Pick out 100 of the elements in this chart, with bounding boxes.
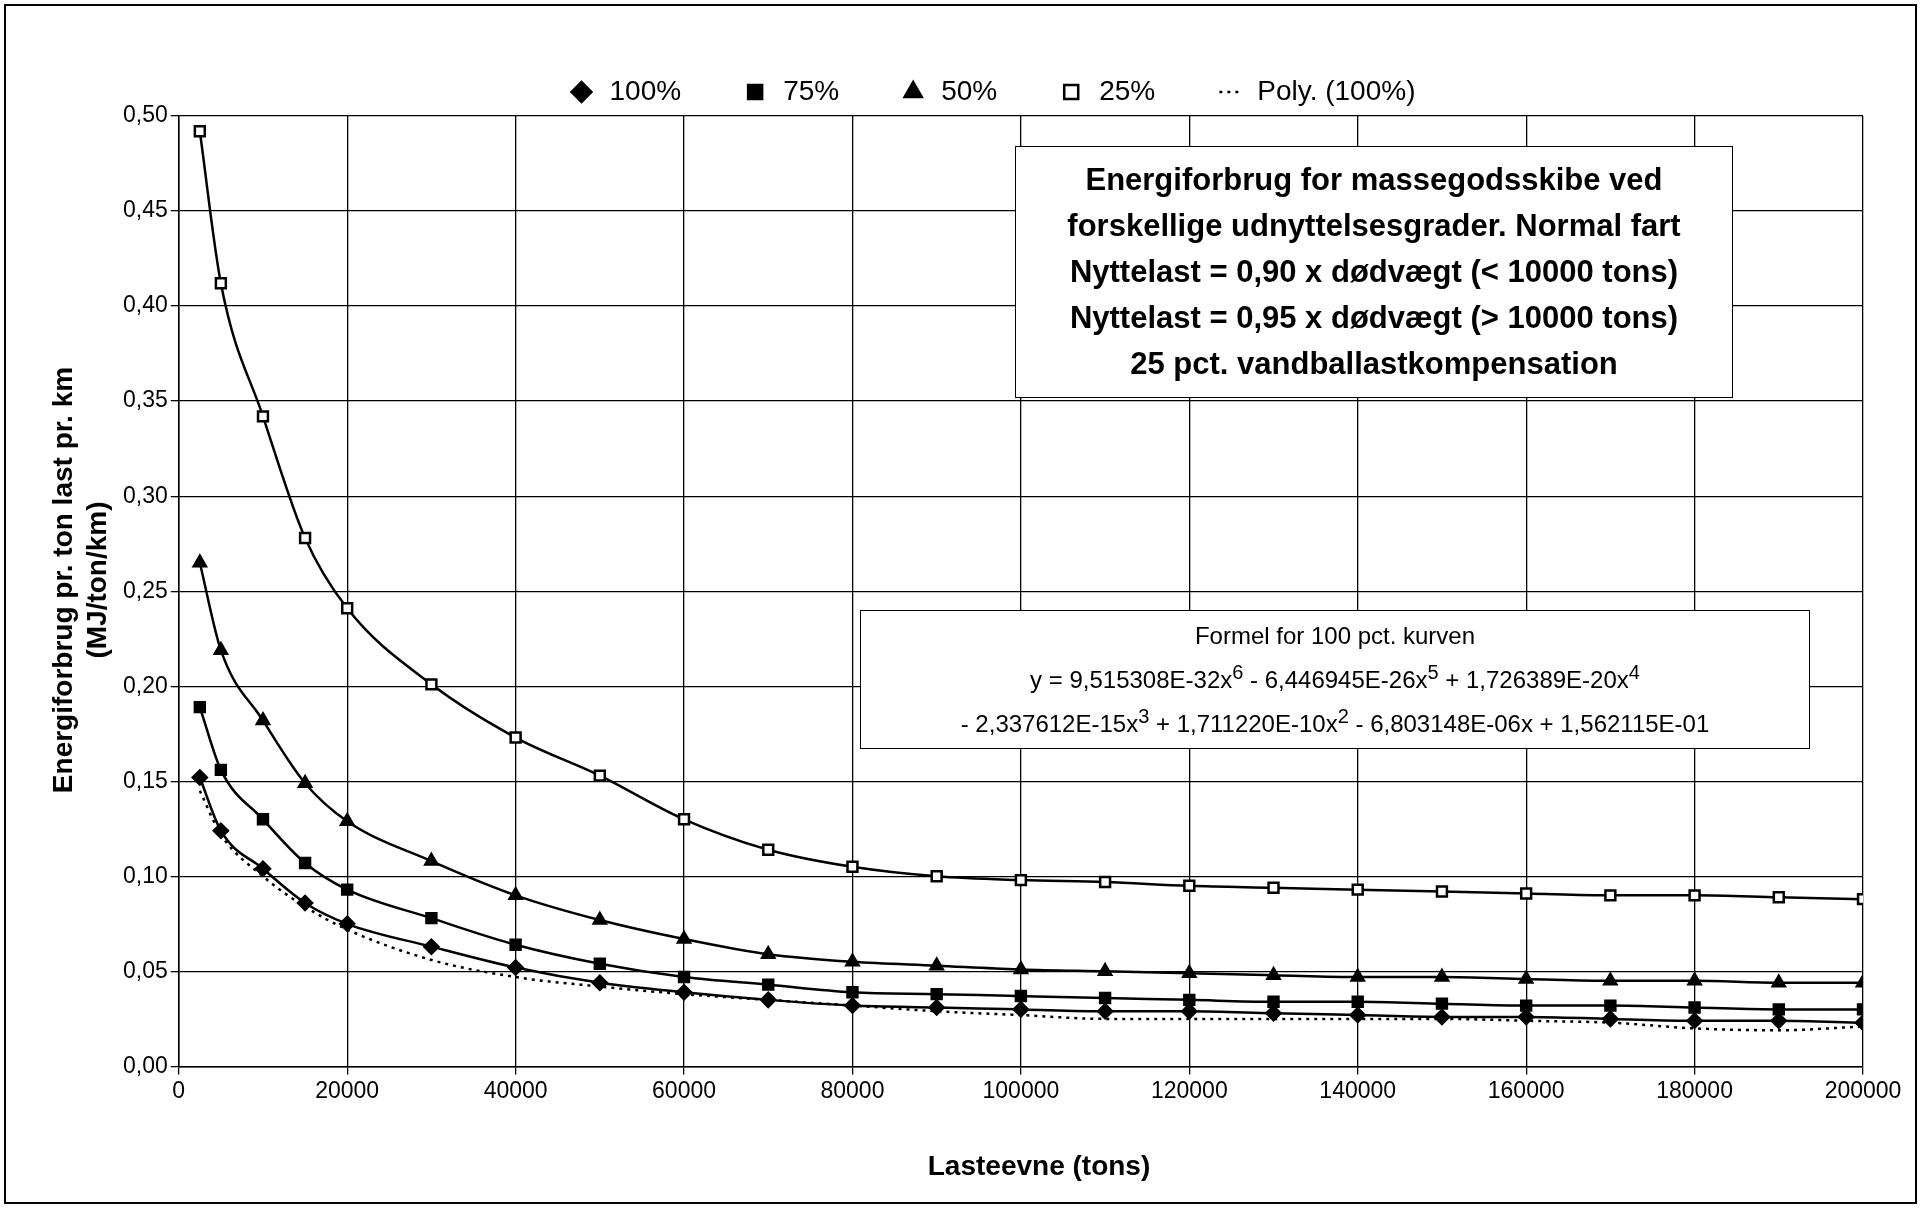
legend-label: 50% bbox=[941, 74, 998, 106]
legend-label: 75% bbox=[783, 74, 840, 106]
x-tick-label: 0 bbox=[172, 1076, 186, 1103]
x-tick-label: 120000 bbox=[1150, 1076, 1228, 1103]
point bbox=[593, 769, 607, 782]
x-tick-label: 200000 bbox=[1824, 1076, 1902, 1103]
point bbox=[1435, 885, 1449, 898]
point bbox=[1519, 887, 1533, 900]
point bbox=[1267, 881, 1280, 894]
x-tick-label: 20000 bbox=[315, 1076, 380, 1103]
point bbox=[762, 843, 775, 856]
point bbox=[1183, 993, 1196, 1007]
point bbox=[760, 946, 776, 959]
point bbox=[1604, 999, 1617, 1012]
point bbox=[846, 986, 859, 999]
point bbox=[1097, 963, 1113, 977]
x-tick-label: 40000 bbox=[483, 1076, 548, 1103]
point bbox=[1603, 972, 1618, 986]
point bbox=[297, 774, 313, 788]
point bbox=[1518, 970, 1534, 984]
point bbox=[1350, 968, 1366, 982]
point bbox=[592, 911, 608, 925]
point bbox=[1602, 1010, 1619, 1028]
point bbox=[1098, 875, 1112, 889]
point bbox=[193, 700, 207, 714]
point bbox=[214, 277, 228, 290]
point bbox=[1434, 968, 1450, 982]
point bbox=[1267, 995, 1280, 1008]
y-tick-label: 0,25 bbox=[123, 576, 168, 603]
point bbox=[1435, 997, 1449, 1010]
point bbox=[846, 860, 859, 874]
point bbox=[844, 997, 861, 1014]
x-tick-label: 160000 bbox=[1487, 1076, 1565, 1103]
point bbox=[193, 125, 207, 138]
y-tick-label: 0,10 bbox=[123, 861, 168, 888]
point bbox=[1014, 873, 1028, 887]
point bbox=[507, 959, 524, 976]
point bbox=[256, 410, 270, 423]
y-tick-label: 0,30 bbox=[123, 481, 168, 508]
point bbox=[1098, 991, 1112, 1005]
point bbox=[676, 930, 692, 944]
point bbox=[1519, 999, 1533, 1012]
point bbox=[1013, 961, 1029, 975]
x-tick-label: 100000 bbox=[982, 1076, 1060, 1103]
point bbox=[1096, 1003, 1114, 1020]
point bbox=[338, 915, 356, 933]
legend-label: Poly. (100%) bbox=[1257, 74, 1416, 106]
point bbox=[298, 531, 312, 545]
x-tick-label: 60000 bbox=[652, 1076, 717, 1103]
point bbox=[1433, 1008, 1451, 1026]
x-tick-label: 180000 bbox=[1656, 1076, 1733, 1103]
point bbox=[1604, 889, 1617, 902]
point bbox=[298, 856, 312, 870]
x-tick-label: 80000 bbox=[820, 1076, 885, 1103]
y-tick-label: 0,00 bbox=[123, 1051, 168, 1078]
y-tick-label: 0,45 bbox=[123, 196, 168, 223]
point bbox=[1181, 965, 1197, 979]
point bbox=[1688, 889, 1701, 902]
legend-label: 25% bbox=[1099, 74, 1156, 106]
point bbox=[1012, 1001, 1030, 1018]
point bbox=[1771, 974, 1787, 988]
x-axis-title: Lasteevne (tons) bbox=[926, 1150, 1152, 1182]
point bbox=[254, 860, 272, 877]
point bbox=[1014, 989, 1028, 1003]
x-tick-label: 140000 bbox=[1319, 1076, 1397, 1103]
point bbox=[509, 731, 522, 744]
point bbox=[677, 970, 691, 984]
point bbox=[339, 812, 355, 826]
point bbox=[1266, 966, 1281, 980]
point bbox=[1688, 1001, 1701, 1014]
point bbox=[1349, 1006, 1366, 1024]
y-tick-label: 0,50 bbox=[123, 101, 168, 128]
point bbox=[593, 957, 607, 970]
point bbox=[255, 712, 271, 726]
legend-label: 100% bbox=[609, 74, 682, 106]
point bbox=[1351, 995, 1364, 1008]
point bbox=[928, 999, 945, 1016]
point bbox=[212, 822, 230, 839]
point bbox=[675, 984, 693, 1001]
point bbox=[760, 991, 777, 1009]
point bbox=[191, 769, 209, 786]
point bbox=[1351, 883, 1364, 896]
point bbox=[930, 870, 943, 883]
y-tick-label: 0,15 bbox=[123, 766, 168, 793]
y-tick-label: 0,40 bbox=[123, 291, 168, 318]
point bbox=[591, 974, 609, 992]
point bbox=[677, 813, 691, 826]
point bbox=[1772, 1003, 1785, 1016]
y-axis-title: Energiforbrug pr. ton last pr. km (MJ/ton/km) bbox=[46, 365, 113, 796]
text-box: Energiforbrug for massegodsskibe ved forskellige udnyttelsesgrader. Normal fart Nyttelast = 0,90 x dødvægt (< 10000 tons) Nyttelast = 0,95 x dødvægt (> 10000 tons) 25 pct. vandballastkompensation bbox=[1015, 146, 1733, 398]
point bbox=[214, 763, 228, 777]
point bbox=[929, 957, 944, 971]
point bbox=[425, 678, 438, 691]
point bbox=[423, 938, 440, 955]
y-tick-label: 0,05 bbox=[123, 956, 168, 983]
point bbox=[213, 641, 229, 655]
point bbox=[1687, 972, 1702, 986]
point bbox=[508, 887, 523, 901]
y-tick-label: 0,35 bbox=[123, 386, 168, 413]
point bbox=[256, 813, 270, 826]
